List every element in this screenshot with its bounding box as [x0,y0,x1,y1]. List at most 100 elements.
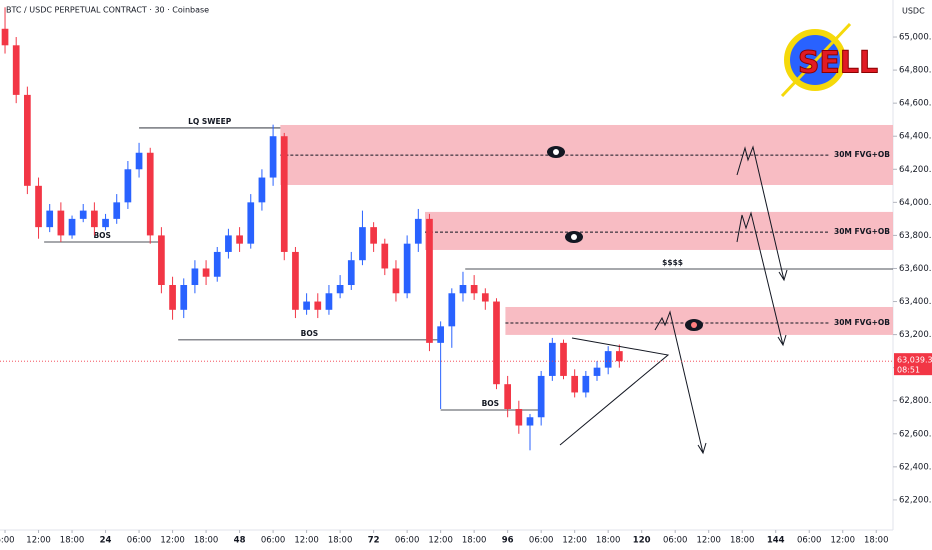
candle-body [91,210,98,228]
currency-label: USDC [902,7,925,16]
zones: 30M FVG+OB 30M FVG+OB 30M FVG+OB [280,124,893,335]
projection-arrow [736,145,788,282]
candle-body [560,342,567,376]
candle-body [347,260,355,286]
badge-slash [780,22,852,98]
level-label: $$$$ [662,258,683,267]
x-tick-label: 120 [633,536,651,546]
candle-body [571,375,579,393]
candle-body [124,169,132,203]
candle-body [1,28,9,46]
x-tick-label: 06:00 [395,536,420,546]
candle-body [113,202,121,219]
x-tick-label: 06:00 [127,536,152,546]
eye-icon [571,234,577,240]
candle-body [604,351,612,368]
candle-body [481,293,489,302]
candle-body [191,268,199,286]
x-tick-label: 12:00 [830,536,855,546]
candle-body [582,375,590,393]
x-tick-label: 18:00 [462,536,487,546]
y-tick-label: 62,800.0 [899,396,932,406]
x-tick-label: 12:00 [428,536,453,546]
zone-label: 30M FVG+OB [834,227,890,236]
candle-body [526,417,534,426]
x-tick-label: 12:00 [160,536,185,546]
sell-badge: SELL [780,22,879,98]
y-tick-label: 63,200.0 [899,330,932,340]
eye-icons [547,146,703,331]
candle-body [180,285,188,310]
level-label: BOS [482,399,500,408]
projection-drawings [559,145,788,455]
y-tick-label: 64,800.0 [899,66,932,76]
candle-body [336,285,344,294]
x-tick-label: 06:00 [261,536,286,546]
candle-body [537,375,545,418]
candle-body [359,227,366,261]
y-tick-label: 62,200.0 [899,495,932,505]
y-tick-label: 64,600.0 [899,99,932,109]
x-tick-label: 18:00 [730,536,755,546]
candle-body [403,243,411,294]
candle-body [459,285,467,294]
x-tick-label: 6:00 [0,536,15,546]
zone-label: 30M FVG+OB [834,318,890,327]
candle-body [280,136,288,252]
candle-body [448,293,456,327]
candle-body [213,251,221,277]
candle-body [370,227,377,244]
eye-icon [553,149,559,155]
x-tick-label: 144 [767,536,785,546]
eye-icon [691,322,697,328]
candle-body [314,301,322,310]
candle-body [470,285,478,294]
candle-body [46,210,54,228]
candle-body [12,45,20,95]
x-tick-label: 06:00 [663,536,688,546]
candle-body [426,218,433,343]
candle-body [247,202,255,244]
candle-body [169,285,176,310]
x-tick-label: 18:00 [596,536,621,546]
x-tick-label: 18:00 [194,536,219,546]
candle-body [414,218,422,244]
x-tick-label: 12:00 [696,536,721,546]
candle-body [548,342,556,376]
candle-body [515,408,523,426]
candle-body [504,384,512,409]
level-label: BOS [93,231,111,240]
projection-arrow [736,211,787,347]
candle-body [381,243,389,269]
candle-body [437,326,444,343]
candle-body [146,152,154,236]
x-tick-label: 24 [100,536,112,546]
candle-body [392,268,400,294]
candle-body [79,210,87,219]
candle-body [68,218,76,236]
candle-body [258,177,266,203]
y-tick-label: 63,400.0 [899,297,932,307]
candle-body [325,293,333,310]
y-tick-label: 62,400.0 [899,462,932,472]
x-tick-label: 96 [502,536,514,546]
zone-label: 30M FVG+OB [834,150,890,159]
level-label: LQ SWEEP [188,117,232,126]
projection-arrow [654,310,707,455]
candle-body [102,218,109,228]
candle-body [493,301,500,385]
candle-body [225,235,232,252]
candle-body [593,367,601,376]
y-tick-label: 62,600.0 [899,429,932,439]
triangle-pattern [559,337,670,446]
last-price-label: 63,039.3 [897,356,932,365]
y-tick-label: 63,600.0 [899,264,932,274]
candle-body [269,136,277,178]
y-tick-label: 64,200.0 [899,165,932,175]
level-label: BOS [301,329,319,338]
candle-body [24,94,31,186]
candle-body [303,301,310,310]
y-tick-label: 63,800.0 [899,231,932,241]
